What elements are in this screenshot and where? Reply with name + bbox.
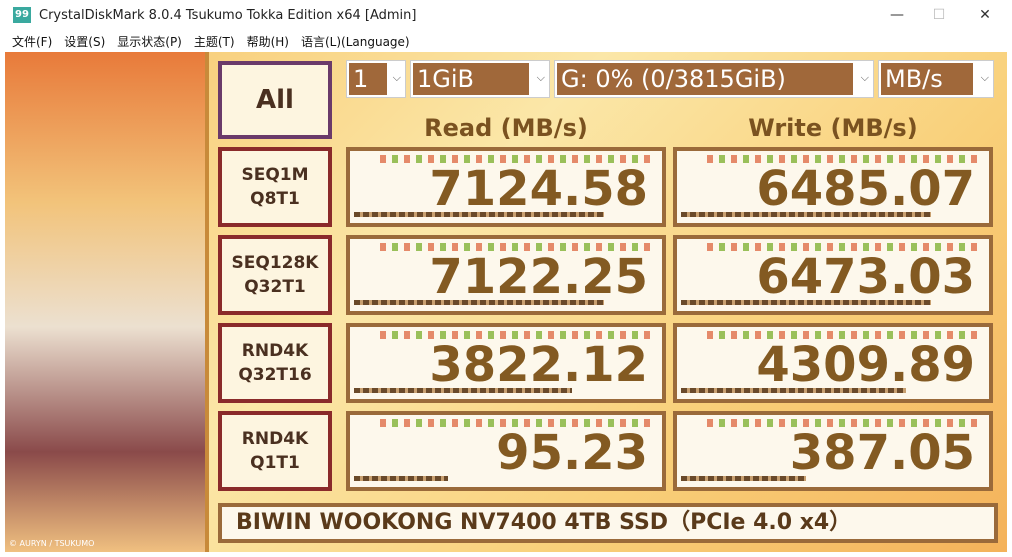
test-params: Q1T1 — [250, 453, 300, 473]
comment-field[interactable]: BIWIN WOOKONG NV7400 4TB SSD（PCIe 4.0 x4… — [218, 503, 998, 543]
read-value: 7124.58 — [429, 161, 648, 217]
read-progress-bar — [354, 388, 573, 393]
write-result: 6485.07 — [673, 147, 993, 227]
write-value: 6473.03 — [756, 249, 975, 305]
art-credit: © AURYN / TSUKUMO — [9, 539, 95, 548]
read-value: 95.23 — [496, 425, 648, 481]
maximize-button[interactable]: ☐ — [932, 7, 946, 23]
menu-display[interactable]: 显示状态(P) — [117, 34, 182, 49]
test-params: Q32T1 — [244, 277, 306, 297]
leaf-decoration — [707, 419, 979, 427]
menu-file[interactable]: 文件(F) — [12, 34, 53, 49]
divider — [205, 52, 209, 552]
menu-bar: 文件(F) 设置(S) 显示状态(P) 主题(T) 帮助(H) 语言(L)(La… — [0, 30, 1012, 52]
write-result: 6473.03 — [673, 235, 993, 315]
read-value: 3822.12 — [429, 337, 648, 393]
leaf-decoration — [380, 243, 652, 251]
write-progress-bar — [681, 388, 906, 393]
all-button[interactable]: All — [218, 61, 332, 139]
test-button-0[interactable]: SEQ1M Q8T1 — [218, 147, 332, 227]
read-header: Read (MB/s) — [424, 114, 588, 142]
close-button[interactable]: ✕ — [979, 7, 991, 23]
write-progress-bar — [681, 300, 931, 305]
read-result: 7124.58 — [346, 147, 666, 227]
write-value: 4309.89 — [756, 337, 975, 393]
app-icon: 99 — [13, 7, 31, 23]
read-progress-bar — [354, 476, 448, 481]
read-result: 3822.12 — [346, 323, 666, 403]
chevron-down-icon: ⌵ — [980, 71, 989, 84]
write-value: 387.05 — [789, 425, 975, 481]
character-artwork: © AURYN / TSUKUMO — [5, 52, 205, 552]
unit-select[interactable]: MB/s ⌵ — [878, 60, 994, 98]
title-bar: 99 CrystalDiskMark 8.0.4 Tsukumo Tokka E… — [0, 0, 1012, 30]
test-params: Q8T1 — [250, 189, 300, 209]
leaf-decoration — [380, 155, 652, 163]
menu-theme[interactable]: 主题(T) — [193, 34, 235, 49]
leaf-decoration — [707, 155, 979, 163]
chevron-down-icon: ⌵ — [392, 71, 401, 84]
read-progress-bar — [354, 212, 604, 217]
test-button-3[interactable]: RND4K Q1T1 — [218, 411, 332, 491]
write-progress-bar — [681, 212, 931, 217]
test-name: SEQ128K — [231, 253, 319, 273]
write-result: 387.05 — [673, 411, 993, 491]
write-header: Write (MB/s) — [748, 114, 918, 142]
leaf-decoration — [707, 331, 979, 339]
menu-language[interactable]: 语言(L)(Language) — [300, 34, 410, 49]
menu-settings[interactable]: 设置(S) — [64, 34, 106, 49]
read-result: 95.23 — [346, 411, 666, 491]
test-name: RND4K — [241, 341, 309, 361]
leaf-decoration — [380, 419, 652, 427]
main-panel: © AURYN / TSUKUMO All 1 ⌵ 1GiB ⌵ G: 0% (0/… — [5, 52, 1007, 552]
leaf-decoration — [707, 243, 979, 251]
write-result: 4309.89 — [673, 323, 993, 403]
window-title: CrystalDiskMark 8.0.4 Tsukumo Tokka Edit… — [39, 7, 417, 23]
test-name: RND4K — [241, 429, 309, 449]
leaf-decoration — [380, 331, 652, 339]
chevron-down-icon: ⌵ — [860, 71, 869, 84]
read-result: 7122.25 — [346, 235, 666, 315]
minimize-button[interactable]: — — [890, 7, 904, 23]
size-select[interactable]: 1GiB ⌵ — [410, 60, 550, 98]
write-value: 6485.07 — [756, 161, 975, 217]
test-params: Q32T16 — [238, 365, 312, 385]
read-progress-bar — [354, 300, 604, 305]
write-progress-bar — [681, 476, 806, 481]
read-value: 7122.25 — [429, 249, 648, 305]
test-name: SEQ1M — [241, 165, 309, 185]
test-button-2[interactable]: RND4K Q32T16 — [218, 323, 332, 403]
drive-select[interactable]: G: 0% (0/3815GiB) ⌵ — [554, 60, 874, 98]
count-select[interactable]: 1 ⌵ — [346, 60, 406, 98]
test-button-1[interactable]: SEQ128K Q32T1 — [218, 235, 332, 315]
chevron-down-icon: ⌵ — [536, 71, 545, 84]
menu-help[interactable]: 帮助(H) — [246, 34, 289, 49]
